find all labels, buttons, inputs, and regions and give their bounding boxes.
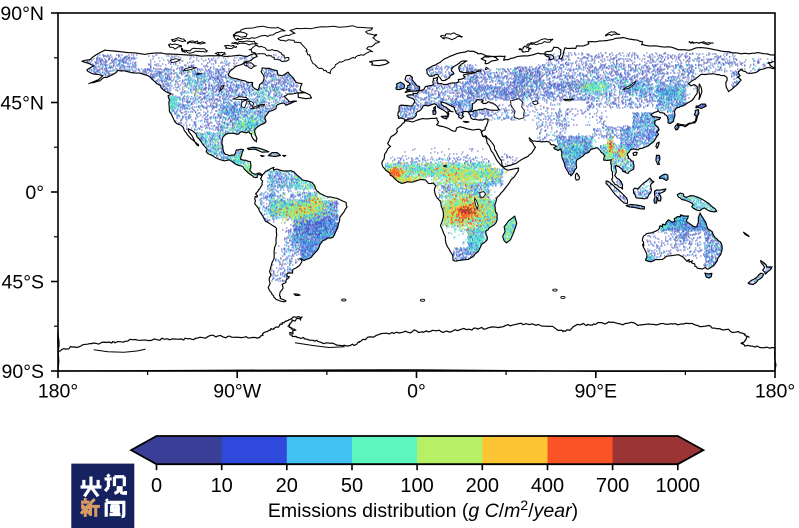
svg-text:100: 100 [400,475,433,497]
svg-text:180°: 180° [38,381,78,403]
svg-text:200: 200 [466,475,499,497]
svg-text:400: 400 [531,475,564,497]
svg-text:0°: 0° [407,381,426,403]
svg-text:10: 10 [211,475,233,497]
svg-text:90°N: 90°N [0,3,44,25]
svg-text:90°W: 90°W [213,381,261,403]
svg-text:45°S: 45°S [2,271,45,293]
svg-text:0°: 0° [25,182,44,204]
svg-text:0: 0 [151,475,162,497]
svg-text:1000: 1000 [656,475,701,497]
svg-text:45°N: 45°N [0,92,44,114]
svg-text:700: 700 [596,475,629,497]
svg-text:90°S: 90°S [2,361,45,383]
svg-text:50: 50 [341,475,363,497]
svg-text:90°E: 90°E [575,381,618,403]
svg-text:20: 20 [276,475,298,497]
svg-text:Emissions distribution (g C/m2: Emissions distribution (g C/m2/year) [268,497,578,522]
svg-text:180°: 180° [755,381,795,403]
